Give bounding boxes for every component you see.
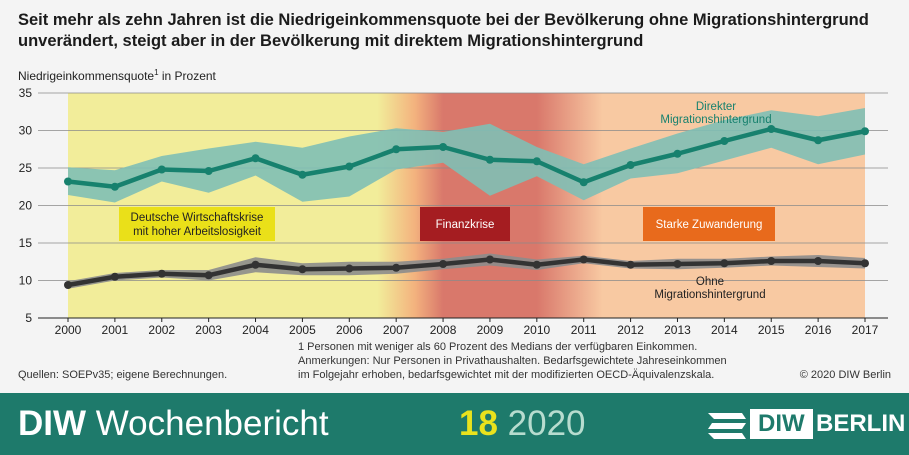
x-tick-label: 2009 [477,323,504,337]
data-point [392,145,401,154]
data-point [157,165,166,174]
x-tick-label: 2001 [102,323,129,337]
data-point [204,271,213,280]
data-point [861,127,869,136]
data-point [767,125,776,133]
x-tick-label: 2012 [617,323,644,337]
data-point [814,136,823,145]
data-point [251,154,260,163]
data-point [485,255,494,264]
data-point [110,272,119,281]
x-tick-label: 2002 [148,323,175,337]
x-tick-label: 2016 [805,323,832,337]
copyright-note: © 2020 DIW Berlin [799,369,891,381]
x-tick-label: 2008 [430,323,457,337]
series-label: Migrationshintergrund [660,114,771,126]
period-label-box [420,207,510,241]
x-tick-label: 2005 [289,323,316,337]
x-tick-label: 2011 [571,323,597,337]
logo-diw-text: DIW [750,409,813,439]
line-chart: Deutsche Wirtschaftskrise mit hoher Arbei… [19,86,888,337]
issue-year: 2020 [497,404,586,443]
issue-label: 18 2020 [459,404,586,444]
x-tick-label: 2004 [242,323,269,337]
chart-title: Seit mehr als zehn Jahren ist die Niedri… [18,11,869,50]
y-axis-label-footnote-mark: 1 [154,68,159,77]
y-tick-label: 30 [19,124,33,138]
data-point [579,255,588,264]
data-point [251,260,260,269]
footnote-line: Anmerkungen: Nur Personen in Privathaush… [298,355,727,367]
data-point [579,178,588,187]
y-tick-label: 15 [19,236,33,250]
data-point [626,161,635,169]
y-tick-label: 5 [25,311,32,325]
y-axis-label-unit: in Prozent [158,69,216,83]
data-point [814,257,823,265]
series-line [67,126,866,189]
diw-logo-mark-icon [708,413,746,439]
data-point [298,265,307,274]
x-tick-label: 2010 [523,323,550,337]
data-point [720,137,729,145]
footnote-line: 1 Personen mit weniger als 60 Prozent de… [298,341,698,353]
footer-bar: DIW Wochenbericht 18 2020 DIW BERLIN [0,393,909,455]
data-point [392,263,401,272]
data-point [485,155,494,164]
data-point [298,170,307,179]
data-point [345,162,354,171]
data-point [673,149,682,158]
x-tick-label: 2014 [711,323,738,337]
period-label: Finanzkrise [436,219,495,231]
y-tick-label: 25 [19,161,33,175]
publication-name-rest: Wochenbericht [86,404,329,443]
series-line [67,257,866,288]
period-label-box [119,207,275,241]
data-point [64,281,72,289]
x-tick-label: 2013 [664,323,691,337]
data-point [110,182,119,191]
period-label: Starke Zuwanderung [656,219,763,231]
data-point [626,260,635,269]
period-label-box [643,207,775,241]
publication-name: DIW Wochenbericht [18,404,329,444]
footnote-line: im Folgejahr erhoben, bedarfsgewichtet m… [298,369,715,381]
period-label: mit hoher Arbeitslosigkeit [133,226,262,238]
x-tick-label: 2003 [195,323,222,337]
data-point [673,260,682,268]
x-tick-label: 2007 [383,323,410,337]
y-axis-label: Niedrigeinkommensquote1 in Prozent [18,68,216,83]
sources-note: Quellen: SOEPv35; eigene Berechnungen. [18,369,228,381]
data-point [439,143,448,151]
y-tick-label: 20 [19,199,33,213]
logo-berlin-text: BERLIN [816,410,906,437]
data-point [767,257,776,265]
data-point [157,269,166,278]
period-label: Deutsche Wirtschaftskrise [131,212,264,224]
series-label: Ohne [696,276,724,288]
data-point [720,259,729,268]
series-label: Direkter [696,101,736,113]
data-point [204,167,213,175]
y-tick-label: 10 [19,274,33,288]
series-label: Migrationshintergrund [654,289,765,301]
data-point [861,259,869,268]
x-tick-label: 2000 [55,323,82,337]
x-tick-label: 2006 [336,323,363,337]
x-tick-label: 2015 [758,323,785,337]
data-point [532,260,541,269]
footnote: 1 Personen mit weniger als 60 Prozent de… [298,340,748,382]
data-point [439,260,448,268]
y-tick-label: 35 [19,86,33,100]
y-axis-label-text: Niedrigeinkommensquote [18,69,155,83]
data-point [64,177,72,186]
data-point [532,157,541,166]
publication-name-bold: DIW [18,404,87,443]
issue-number: 18 [459,404,498,443]
x-tick-label: 2017 [852,323,879,337]
data-point [345,264,354,273]
